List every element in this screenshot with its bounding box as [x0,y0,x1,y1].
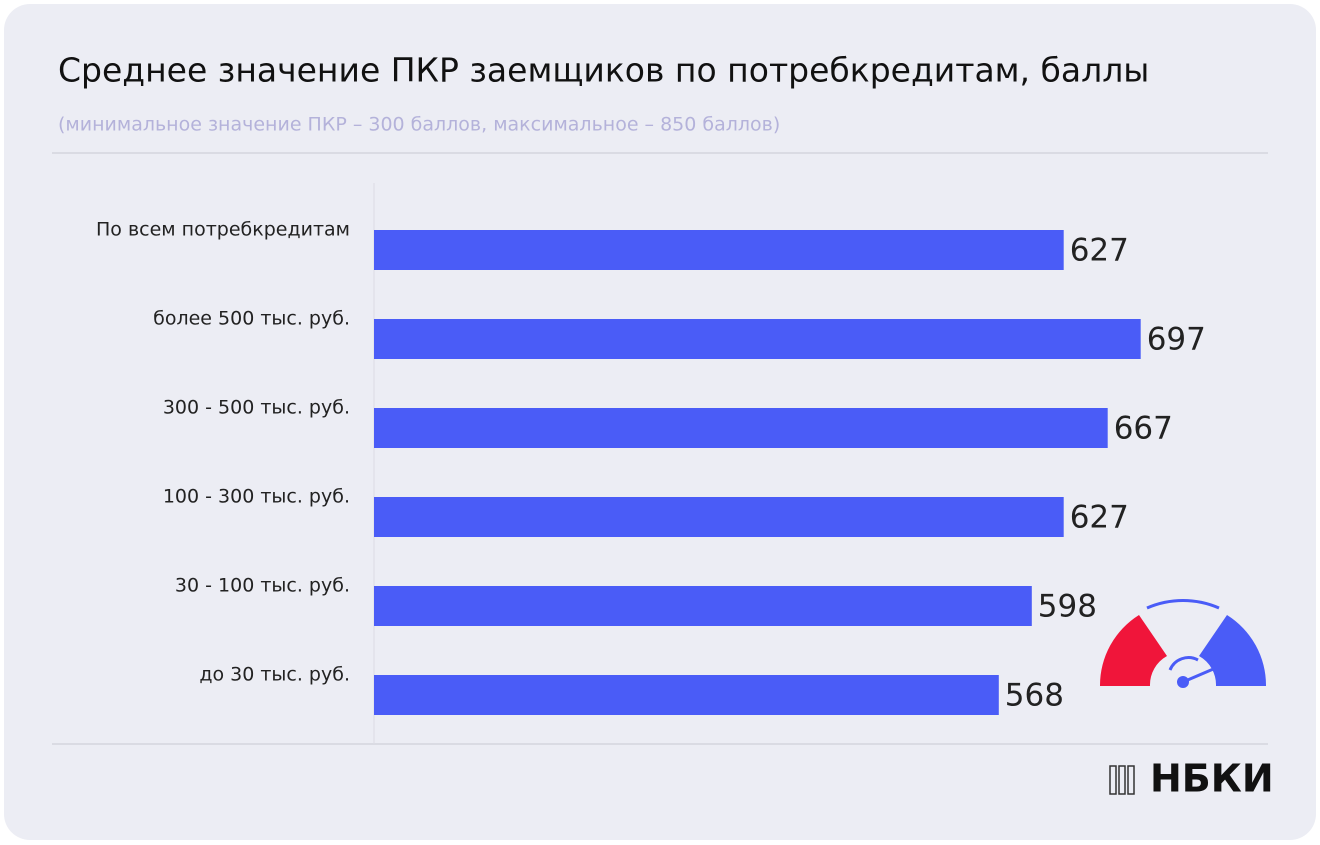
brand-name: НБКИ [1150,757,1274,801]
bar [374,675,999,715]
y-tick-label: 300 - 500 тыс. руб. [163,397,350,419]
y-tick-label: 100 - 300 тыс. руб. [163,486,350,508]
chart-subtitle: (минимальное значение ПКР – 300 баллов, … [58,114,780,136]
bar [374,586,1032,626]
brand-logo-icon [1109,765,1135,795]
y-tick-label: По всем потребкредитам [96,219,350,241]
bar [374,230,1064,270]
bar [374,319,1141,359]
bar [374,497,1064,537]
chart-title: Среднее значение ПКР заемщиков по потреб… [58,51,1149,90]
value-label: 598 [1038,589,1097,625]
value-label: 627 [1070,500,1129,536]
gauge-icon [1099,598,1267,688]
bar [374,408,1108,448]
value-label: 697 [1147,322,1206,358]
y-tick-label: 30 - 100 тыс. руб. [175,575,350,597]
y-tick-label: более 500 тыс. руб. [153,308,350,330]
value-label: 667 [1114,411,1173,447]
value-label: 568 [1005,678,1064,714]
value-label: 627 [1070,233,1129,269]
y-tick-label: до 30 тыс. руб. [199,664,350,686]
